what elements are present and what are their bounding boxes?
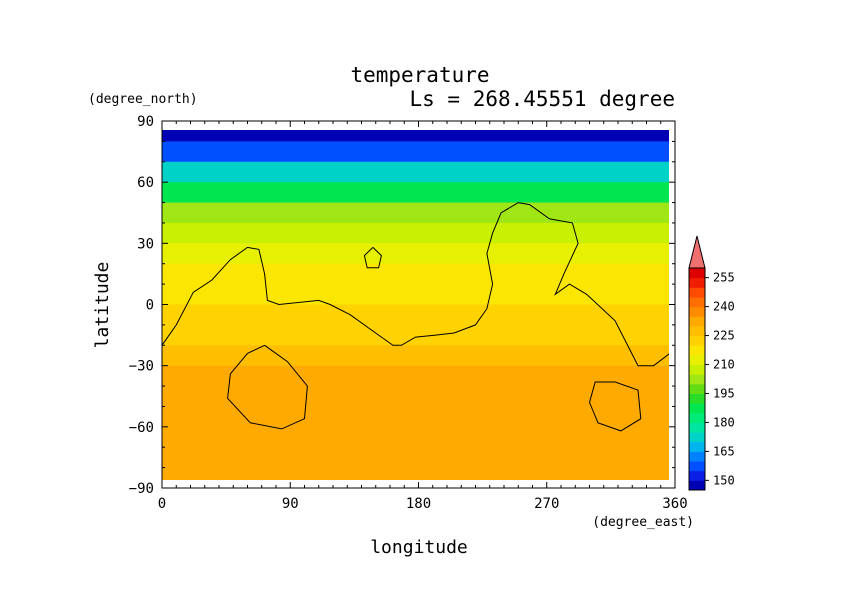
x-tick-label: 90 bbox=[282, 496, 299, 512]
colorbar-segment bbox=[689, 374, 705, 385]
y-tick-label: 90 bbox=[137, 114, 154, 130]
colorbar-segment bbox=[689, 383, 705, 394]
axes: 0 90 180 270 360 90 60 30 0 −30 −60 −90 bbox=[129, 114, 688, 512]
x-tick-label: 270 bbox=[534, 496, 559, 512]
x-tick-label: 0 bbox=[158, 496, 166, 512]
colorbar-segment bbox=[689, 393, 705, 404]
field-band bbox=[162, 284, 669, 306]
field-band bbox=[162, 202, 669, 224]
colorbar-segment bbox=[689, 461, 705, 472]
colorbar-segment bbox=[689, 325, 705, 337]
x-tick-label: 180 bbox=[406, 496, 431, 512]
colorbar-segment bbox=[689, 451, 705, 462]
colorbar-tick-label: 180 bbox=[713, 415, 735, 429]
y-tick-label: −60 bbox=[129, 420, 154, 436]
field-band bbox=[162, 304, 669, 326]
y-tick-label: −90 bbox=[129, 481, 154, 497]
colorbar-tick-label: 150 bbox=[713, 473, 735, 487]
field-band bbox=[162, 365, 669, 387]
contour-line bbox=[227, 344, 308, 430]
colorbar-tick-label: 210 bbox=[713, 358, 735, 372]
colorbar-segment bbox=[689, 268, 705, 279]
field-band bbox=[162, 447, 669, 469]
colorbar-tick-label: 195 bbox=[713, 386, 735, 400]
colorbar-tick-label: 225 bbox=[713, 329, 735, 343]
y-axis-label: latitude bbox=[92, 262, 113, 349]
field-band bbox=[162, 130, 669, 142]
y-tick-label: 0 bbox=[146, 298, 154, 314]
contour-lines bbox=[162, 202, 669, 432]
colorbar-segment bbox=[689, 480, 705, 491]
colorbar-segment bbox=[689, 432, 705, 443]
colorbar-frame bbox=[688, 267, 706, 491]
field-band bbox=[162, 222, 669, 244]
colorbar-segment bbox=[689, 354, 705, 366]
field-band bbox=[162, 263, 669, 285]
colorbar-segment bbox=[689, 335, 705, 346]
colorbar-segment bbox=[689, 277, 705, 288]
colorbar-segment bbox=[689, 287, 705, 298]
x-axis-label: longitude bbox=[370, 537, 468, 558]
colorbar-extend-arrow bbox=[688, 235, 706, 269]
y-units-label: (degree_north) bbox=[88, 92, 198, 107]
colorbar-segment bbox=[689, 296, 705, 308]
x-tick-label: 360 bbox=[662, 496, 687, 512]
chart-title: temperature bbox=[350, 63, 489, 87]
colorbar-segment bbox=[689, 412, 705, 423]
y-tick-label: 30 bbox=[137, 236, 154, 252]
colorbar-segment bbox=[689, 403, 705, 414]
contour-line bbox=[588, 381, 642, 432]
field-band bbox=[162, 426, 669, 448]
field-band bbox=[162, 345, 669, 367]
colorbar-segment bbox=[689, 316, 705, 327]
x-units-label: (degree_east) bbox=[592, 515, 694, 530]
colorbar-segment bbox=[689, 364, 705, 375]
colorbar-segment bbox=[689, 470, 705, 481]
field-band bbox=[162, 386, 669, 408]
field-band bbox=[162, 467, 669, 480]
contour-line bbox=[162, 202, 669, 367]
colorbar-tick-label: 255 bbox=[713, 271, 735, 285]
field-band bbox=[162, 182, 669, 204]
colorbar-segment bbox=[689, 441, 705, 452]
colorbar-segment bbox=[689, 422, 705, 433]
field-band bbox=[162, 406, 669, 428]
field-band bbox=[162, 161, 669, 183]
field-band bbox=[162, 141, 669, 163]
colorbar-tick-label: 240 bbox=[713, 300, 735, 314]
colorbar-segment bbox=[689, 345, 705, 356]
colorbar-tick-label: 165 bbox=[713, 444, 735, 458]
contour-line bbox=[363, 247, 382, 269]
field-band bbox=[162, 243, 669, 265]
colorbar-segment bbox=[689, 306, 705, 317]
field-band bbox=[162, 324, 669, 346]
y-tick-label: 60 bbox=[137, 175, 154, 191]
temperature-field bbox=[162, 130, 669, 480]
y-tick-label: −30 bbox=[129, 359, 154, 375]
colorbar: 150 165 180 195 210 225 240 255 bbox=[688, 235, 735, 491]
chart-subtitle: Ls = 268.45551 degree bbox=[409, 87, 675, 111]
